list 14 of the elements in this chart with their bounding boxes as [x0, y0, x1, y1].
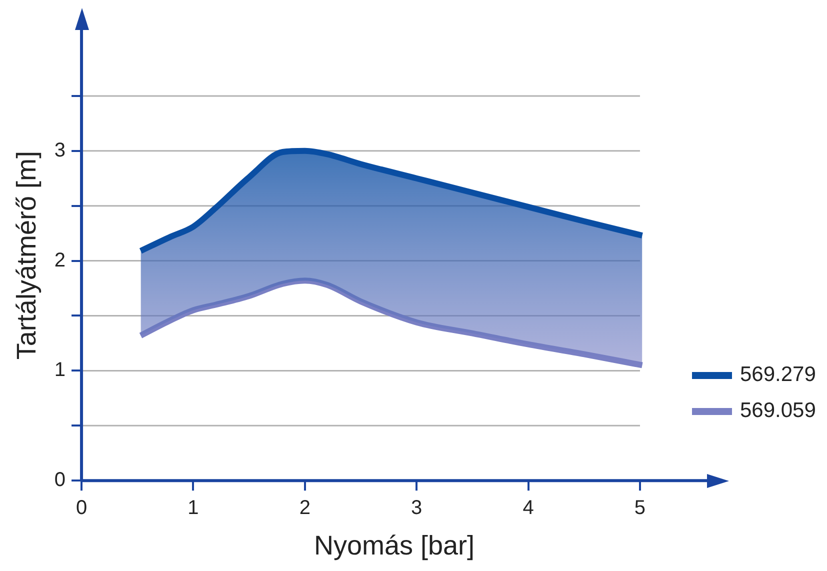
x-tick-label: 5	[634, 497, 646, 520]
y-tick-label: 3	[54, 139, 66, 162]
legend-label: 569.279	[740, 363, 816, 387]
x-tick-label: 0	[76, 497, 88, 520]
x-axis-title: Nyomás [bar]	[314, 530, 475, 560]
x-tick-label: 1	[188, 497, 199, 520]
x-tick-label: 4	[522, 497, 534, 520]
y-tick-label: 2	[54, 249, 66, 272]
x-tick-label: 2	[299, 497, 310, 520]
x-tick-label: 3	[411, 497, 422, 520]
y-tick-label: 1	[54, 359, 66, 382]
y-axis-title: Tartályátmérő [m]	[12, 151, 42, 360]
y-tick-label: 0	[54, 469, 66, 492]
legend-label: 569.059	[740, 399, 816, 423]
